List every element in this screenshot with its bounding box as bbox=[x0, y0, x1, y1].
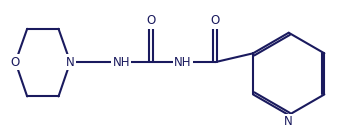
Text: O: O bbox=[211, 14, 220, 27]
Text: NH: NH bbox=[174, 56, 192, 69]
Text: N: N bbox=[284, 115, 293, 128]
Text: O: O bbox=[146, 14, 155, 27]
Text: NH: NH bbox=[112, 56, 130, 69]
Text: O: O bbox=[11, 56, 20, 69]
Text: N: N bbox=[66, 56, 74, 69]
